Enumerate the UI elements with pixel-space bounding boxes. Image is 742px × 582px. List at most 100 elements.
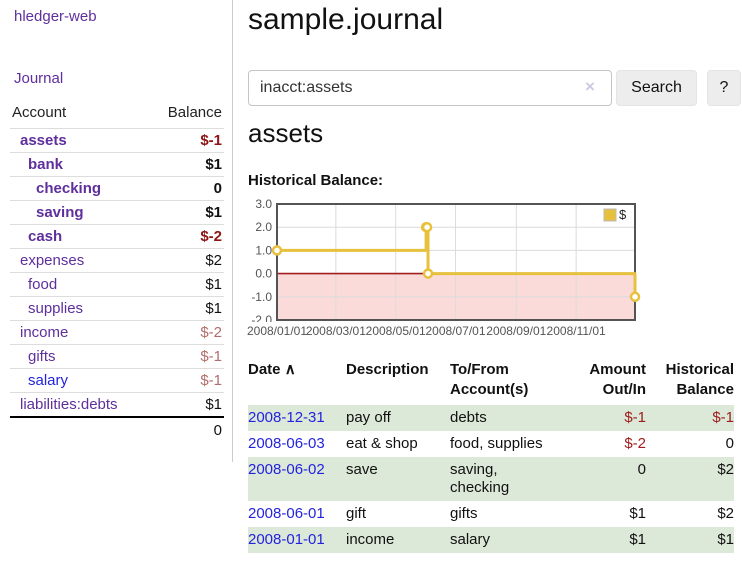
- transaction-date-link[interactable]: 2008-06-02: [248, 461, 325, 478]
- account-column-header: Account: [12, 104, 67, 121]
- x-axis-tick-label: 2008/05/01: [365, 324, 426, 338]
- table-row: income $-2: [10, 320, 224, 345]
- sidebar-account-link[interactable]: expenses: [20, 252, 85, 269]
- page-title: sample.journal: [248, 3, 444, 36]
- x-axis-tick-label: 2008/07/01: [425, 324, 486, 338]
- sidebar-account-link[interactable]: bank: [28, 156, 64, 173]
- transaction-amount: $1: [629, 505, 646, 522]
- sidebar-account-link[interactable]: cash: [28, 228, 63, 245]
- account-balance-value: $-1: [149, 368, 224, 393]
- sidebar-account-link[interactable]: salary: [28, 372, 69, 389]
- chart-canvas: $3.0 2.0 1.0 0.0 -1.0 -2.0: [251, 198, 641, 322]
- sidebar-account-link[interactable]: assets: [20, 132, 67, 149]
- account-balance-value: $-1: [149, 344, 224, 369]
- transaction-balance: $2: [717, 505, 734, 522]
- account-balance-value: $-2: [149, 320, 224, 345]
- account-balance-value: $2: [149, 248, 224, 273]
- table-row: 2008-06-02 save saving, checking 0 $2: [248, 457, 734, 501]
- date-column-header[interactable]: Date ∧: [248, 361, 296, 378]
- transaction-balance: $1: [717, 531, 734, 548]
- x-axis-tick-label: 2008/03/01: [305, 324, 366, 338]
- transaction-amount: 0: [637, 461, 646, 478]
- table-row: saving $1: [10, 200, 224, 225]
- table-row: gifts $-1: [10, 344, 224, 369]
- transaction-accounts: salary: [450, 531, 491, 548]
- transaction-accounts: saving, checking: [450, 461, 510, 496]
- transaction-description: income: [346, 531, 395, 548]
- table-row: 2008-06-01 gift gifts $1 $2: [248, 501, 734, 527]
- amount-column-header: Amount Out/In: [589, 361, 646, 398]
- account-balance-value: 0: [149, 176, 224, 201]
- transaction-date-link[interactable]: 2008-12-31: [248, 409, 325, 426]
- sidebar-account-link[interactable]: gifts: [28, 348, 56, 365]
- account-balance-value: $1: [149, 272, 224, 297]
- transaction-date-link[interactable]: 2008-06-01: [248, 505, 325, 522]
- transaction-description: gift: [346, 505, 367, 522]
- account-balance-value: $1: [149, 200, 224, 225]
- transaction-date-link[interactable]: 2008-06-03: [248, 435, 325, 452]
- sidebar-account-link[interactable]: income: [20, 324, 69, 341]
- sidebar-account-link[interactable]: liabilities:debts: [20, 396, 118, 413]
- account-heading: assets: [248, 118, 324, 148]
- svg-text:-1.0: -1.0: [251, 290, 272, 304]
- search-input[interactable]: [248, 70, 612, 106]
- x-axis-tick-label: 2008/09/01: [486, 324, 547, 338]
- transaction-amount: $-2: [624, 435, 646, 452]
- account-balance-value: $-1: [149, 128, 224, 153]
- transaction-amount: $1: [629, 531, 646, 548]
- transaction-balance: $2: [717, 461, 734, 478]
- account-balance-value: $-2: [149, 224, 224, 249]
- table-row: supplies $1: [10, 296, 224, 321]
- sidebar-account-link[interactable]: saving: [36, 204, 84, 221]
- table-row: liabilities:debts $1: [10, 392, 224, 417]
- table-row: bank $1: [10, 152, 224, 177]
- transaction-description: save: [346, 461, 378, 478]
- sidebar: hledger-web Journal Account Balance asse…: [0, 0, 233, 462]
- transaction-date-link[interactable]: 2008-01-01: [248, 531, 325, 548]
- account-balance-value: $1: [149, 296, 224, 321]
- x-axis-tick-label: 2008/01/01: [246, 324, 308, 338]
- chart-title: Historical Balance:: [248, 172, 384, 189]
- transaction-accounts: debts: [450, 409, 487, 426]
- description-column-header: Description: [346, 361, 429, 378]
- transaction-amount: $-1: [624, 409, 646, 426]
- sidebar-item-journal[interactable]: Journal: [14, 70, 64, 87]
- sidebar-account-link[interactable]: supplies: [28, 300, 84, 317]
- accounts-table: Account Balance assets $-1 bank $1 checking 0…: [10, 100, 224, 443]
- balance-column-header-register: Historical Balance: [665, 361, 734, 398]
- balance-column-header: Balance: [167, 104, 222, 121]
- sidebar-account-link[interactable]: checking: [36, 180, 102, 197]
- table-row: cash $-2: [10, 224, 224, 249]
- main-content: sample.journal × Search ? assets Histori…: [246, 0, 742, 582]
- brand-link[interactable]: hledger-web: [14, 8, 97, 25]
- table-row: salary $-1: [10, 368, 224, 393]
- account-balance-value: $1: [149, 392, 224, 417]
- account-balance-value: $1: [149, 152, 224, 177]
- help-button[interactable]: ?: [707, 70, 741, 106]
- clear-search-icon[interactable]: ×: [585, 77, 595, 96]
- transaction-description: eat & shop: [346, 435, 418, 452]
- table-row: checking 0: [10, 176, 224, 201]
- svg-text:1.0: 1.0: [255, 243, 272, 257]
- table-row: 2008-06-03 eat & shop food, supplies $-2 0: [248, 431, 734, 457]
- transaction-description: pay off: [346, 409, 391, 426]
- table-row: expenses $2: [10, 248, 224, 273]
- x-axis-tick-label: 2008/11/01: [546, 324, 606, 338]
- transaction-balance: $-1: [712, 409, 734, 426]
- table-row: food $1: [10, 272, 224, 297]
- transaction-balance: 0: [725, 435, 734, 452]
- sort-ascending-icon: ∧: [284, 361, 296, 378]
- svg-text:2.0: 2.0: [255, 220, 272, 234]
- transaction-accounts: gifts: [450, 505, 478, 522]
- search-button[interactable]: Search: [616, 70, 697, 106]
- accounts-column-header: To/From Account(s): [450, 361, 529, 398]
- table-row: 2008-12-31 pay off debts $-1 $-1: [248, 405, 734, 431]
- svg-text:$: $: [619, 207, 627, 222]
- register-table: Date ∧ Description To/From Account(s) Am…: [248, 358, 734, 553]
- sidebar-account-link[interactable]: food: [28, 276, 58, 293]
- svg-text:0.0: 0.0: [255, 267, 272, 281]
- accounts-total-row: 0: [10, 416, 224, 443]
- historical-balance-chart: 2008/01/01 2008/03/01 2008/05/01 2008/07/01…: [246, 198, 642, 344]
- svg-text:-2.0: -2.0: [251, 313, 272, 322]
- transaction-accounts: food, supplies: [450, 435, 543, 452]
